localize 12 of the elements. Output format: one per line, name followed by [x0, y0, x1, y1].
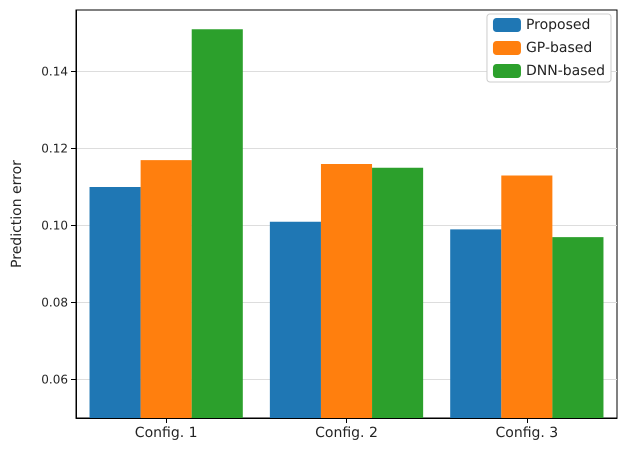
y-tick-label: 0.14: [41, 64, 68, 79]
x-tick-label: Config. 3: [495, 425, 558, 441]
y-tick-label: 0.08: [41, 296, 68, 310]
y-tick-label: 0.12: [41, 142, 68, 156]
legend-label: Proposed: [526, 17, 590, 33]
y-tick-label: 0.10: [41, 218, 68, 233]
x-tick-label: Config. 1: [134, 425, 198, 441]
y-tick-label: 0.06: [41, 372, 68, 387]
x-tick-label: Config. 2: [315, 425, 378, 441]
legend-label: GP-based: [526, 40, 592, 56]
y-axis-title: Prediction error: [9, 160, 25, 268]
legend-label: DNN-based: [526, 63, 606, 79]
